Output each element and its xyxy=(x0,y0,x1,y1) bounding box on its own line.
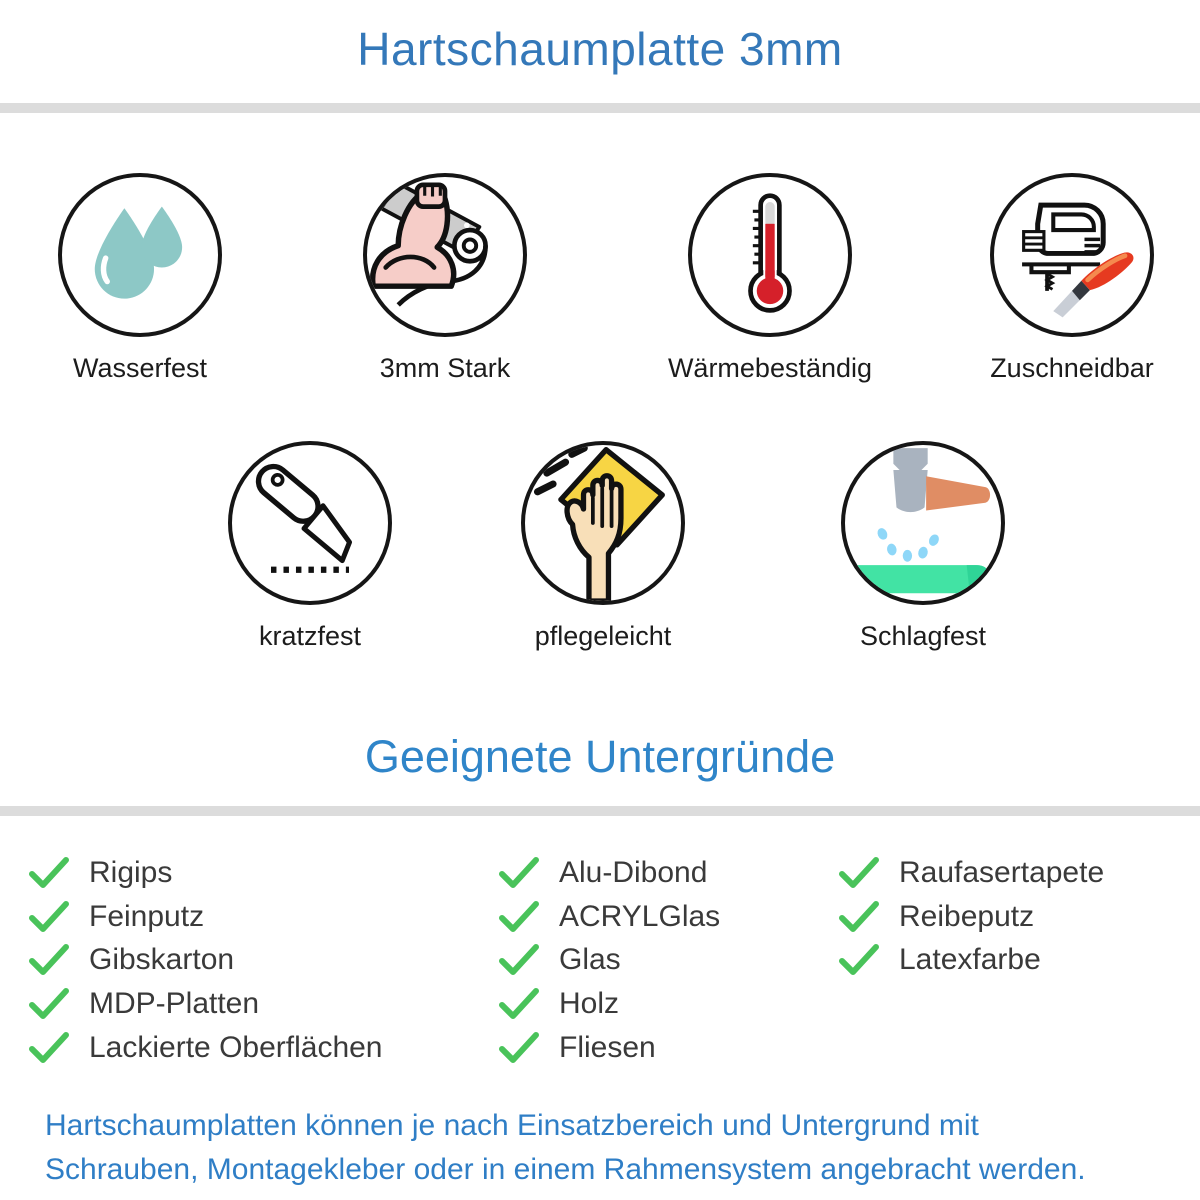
checkmark-icon xyxy=(29,856,69,888)
feature-item: Zuschneidbar xyxy=(922,173,1200,384)
page-title: Hartschaumplatte 3mm xyxy=(357,23,843,75)
feature-label: Wärmebeständig xyxy=(667,353,873,383)
feature-item: Wasserfest xyxy=(0,173,290,384)
substrate-label: Feinputz xyxy=(89,899,205,933)
substrate-item: Alu-Dibond xyxy=(498,851,720,895)
substrate-item: Feinputz xyxy=(28,895,383,939)
substrate-item: Latexfarbe xyxy=(838,938,1104,982)
substrate-label: MDP-Platten xyxy=(89,986,260,1020)
substrate-item: Gibskarton xyxy=(28,938,383,982)
feature-icon-circle xyxy=(521,441,685,605)
substrate-item: Holz xyxy=(498,982,720,1026)
checkmark-icon xyxy=(839,900,879,932)
substrate-item: Fliesen xyxy=(498,1026,720,1070)
checkmark-icon xyxy=(499,900,539,932)
substrate-item: ACRYLGlas xyxy=(498,895,720,939)
jigsaw-cutter-knife-icon xyxy=(1022,202,1134,318)
checkmark-icon xyxy=(29,900,69,932)
substrate-label: Fliesen xyxy=(559,1030,656,1064)
substrate-label: Raufasertapete xyxy=(899,855,1105,889)
footer-line-1: Hartschaumplatten können je nach Einsatz… xyxy=(45,1109,979,1142)
substrate-item: Reibeputz xyxy=(838,895,1104,939)
substrate-item: Lackierte Oberflächen xyxy=(28,1026,383,1070)
footer-note: Hartschaumplatten können je nach Einsatz… xyxy=(45,1104,1170,1192)
substrate-item: Raufasertapete xyxy=(838,851,1104,895)
substrate-label: Latexfarbe xyxy=(899,943,1041,977)
substrate-label: Glas xyxy=(559,943,621,977)
substrates-list: Rigips Feinputz Gibskarton MDP-Platten L… xyxy=(0,851,1200,1091)
substrate-item: Glas xyxy=(498,938,720,982)
feature-label: kratzfest xyxy=(258,621,362,651)
substrate-label: ACRYLGlas xyxy=(559,899,721,933)
feature-icon-circle xyxy=(228,441,392,605)
feature-item: 3mm Stark xyxy=(295,173,595,384)
substrate-column: Raufasertapete Reibeputz Latexfarbe xyxy=(838,851,1104,982)
checkmark-icon xyxy=(499,856,539,888)
feature-label: pflegeleicht xyxy=(534,621,672,651)
substrate-label: Holz xyxy=(559,986,620,1020)
substrate-item: Rigips xyxy=(28,851,383,895)
feature-label: Wasserfest xyxy=(72,353,208,383)
cleaning-hand-cloth-icon xyxy=(533,445,665,601)
feature-icon-circle xyxy=(841,441,1005,605)
checkmark-icon xyxy=(839,856,879,888)
substrate-column: Alu-Dibond ACRYLGlas Glas Holz Fliesen xyxy=(498,851,720,1069)
feature-icon-circle xyxy=(990,173,1154,337)
substrate-label: Rigips xyxy=(89,855,173,889)
divider-section xyxy=(0,806,1200,816)
substrate-item: MDP-Platten xyxy=(28,982,383,1026)
utility-knife-icon xyxy=(255,463,353,573)
checkmark-icon xyxy=(839,944,879,976)
checkmark-icon xyxy=(499,944,539,976)
checkmark-icon xyxy=(29,944,69,976)
feature-icon-circle xyxy=(688,173,852,337)
substrate-column: Rigips Feinputz Gibskarton MDP-Platten L… xyxy=(28,851,383,1069)
divider-top xyxy=(0,103,1200,113)
section-title: Geeignete Untergründe xyxy=(364,731,836,782)
feature-item: Schlagfest xyxy=(773,441,1073,652)
substrate-label: Reibeputz xyxy=(899,899,1035,933)
feature-label: Schlagfest xyxy=(859,621,987,651)
feature-label: 3mm Stark xyxy=(379,353,511,383)
feature-icon-circle xyxy=(363,173,527,337)
checkmark-icon xyxy=(29,987,69,1019)
thermometer-icon xyxy=(748,193,792,313)
checkmark-icon xyxy=(29,1031,69,1063)
substrate-label: Gibskarton xyxy=(89,943,235,977)
feature-icon-circle xyxy=(58,173,222,337)
checkmark-icon xyxy=(499,987,539,1019)
feature-item: Wärmebeständig xyxy=(620,173,920,384)
feature-item: kratzfest xyxy=(160,441,460,652)
feature-item: pflegeleicht xyxy=(453,441,753,652)
hammer-impact-icon xyxy=(857,448,991,594)
flexed-arm-rolled-sheet-icon xyxy=(369,181,488,307)
feature-label: Zuschneidbar xyxy=(990,353,1154,383)
footer-line-2: Schrauben, Montagekleber oder in einem R… xyxy=(45,1153,1086,1186)
water-drops-icon xyxy=(94,206,183,299)
substrate-label: Lackierte Oberflächen xyxy=(89,1030,383,1064)
checkmark-icon xyxy=(499,1031,539,1063)
substrate-label: Alu-Dibond xyxy=(559,855,708,889)
